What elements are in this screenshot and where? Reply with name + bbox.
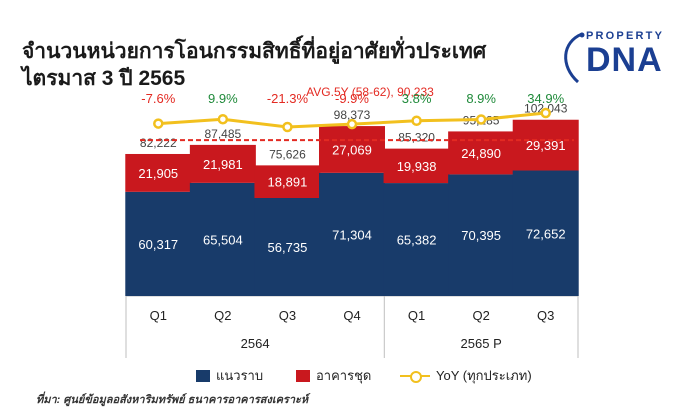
data-label-condo-6: 24,890	[461, 146, 501, 161]
legend-swatch-low-rise	[196, 369, 210, 382]
bar-condo-2	[189, 144, 256, 183]
chart-title: จำนวนหน่วยการโอนกรรมสิทธิ์ที่อยู่อาศัยทั…	[22, 38, 542, 92]
legend-item-yoy: YoY (ทุกประเภท)	[400, 365, 532, 386]
bar-condo-6	[448, 131, 515, 175]
bar-low-rise-5	[383, 183, 450, 296]
legend-swatch-condo	[296, 369, 310, 382]
bar-low-rise-2	[189, 182, 256, 296]
data-label-condo-2: 21,981	[203, 157, 243, 172]
yoy-point-5	[411, 115, 422, 126]
data-label-condo-7: 29,391	[526, 138, 566, 153]
x-tick-label-1: Q1	[150, 308, 167, 323]
data-label-low-rise-1: 60,317	[138, 237, 178, 252]
data-label-total-5: 85,320	[398, 131, 435, 145]
data-label-total-3: 75,626	[269, 147, 306, 161]
bar-low-rise-7	[512, 170, 579, 296]
x-tick-label-2: Q2	[214, 308, 231, 323]
data-label-low-rise-3: 56,735	[268, 240, 308, 255]
data-label-low-rise-2: 65,504	[203, 232, 243, 247]
bar-low-rise-4	[319, 172, 385, 296]
x-tick-label-7: Q3	[537, 308, 554, 323]
group-label-2565: 2565 P	[461, 336, 502, 351]
chart-legend: แนวราบ อาคารชุด YoY (ทุกประเภท)	[0, 365, 696, 385]
yoy-point-2	[217, 113, 229, 125]
average-label: AVG.5Y (58-62), 90,233	[306, 85, 434, 99]
logo-swoosh-icon	[564, 32, 585, 84]
yoy-label-4: -9.9%	[335, 91, 369, 106]
bar-condo-4	[319, 126, 385, 173]
yoy-point-3	[282, 121, 293, 133]
source-note: ที่มา: ศูนย์ข้อมูลอสังหาริมทรัพย์ ธนาคาร…	[36, 394, 309, 406]
x-tick-label-3: Q3	[279, 308, 296, 323]
yoy-label-3: -21.3%	[267, 91, 309, 106]
legend-label-low-rise: แนวราบ	[216, 368, 264, 383]
yoy-label-6: 8.9%	[466, 91, 496, 106]
legend-item-condo: อาคารชุด	[296, 365, 371, 386]
group-label-2564: 2564	[241, 336, 270, 351]
x-tick-label-6: Q2	[472, 308, 489, 323]
yoy-label-2: 9.9%	[208, 91, 238, 106]
yoy-point-4	[346, 118, 358, 130]
legend-label-yoy: YoY (ทุกประเภท)	[436, 368, 532, 383]
data-label-condo-1: 21,905	[138, 166, 178, 181]
bar-low-rise-6	[448, 174, 515, 296]
bar-condo-7	[512, 119, 579, 171]
data-label-low-rise-7: 72,652	[526, 226, 566, 241]
x-tick-label-4: Q4	[343, 308, 360, 323]
x-tick-label-5: Q1	[408, 308, 425, 323]
data-label-low-rise-5: 65,382	[397, 233, 437, 248]
yoy-label-7: 34.9%	[527, 91, 564, 106]
bar-low-rise-3	[254, 198, 321, 296]
bar-condo-3	[254, 165, 321, 199]
data-label-condo-5: 19,938	[397, 159, 437, 174]
legend-item-low-rise: แนวราบ	[196, 365, 263, 386]
yoy-point-6	[475, 114, 487, 125]
bar-condo-1	[125, 153, 192, 192]
logo-top-text: PROPERTY	[586, 30, 665, 42]
yoy-label-5: 3.8%	[402, 91, 432, 106]
bar-condo-5	[383, 148, 450, 184]
yoy-point-1	[153, 118, 164, 129]
title-line-1: จำนวนหน่วยการโอนกรรมสิทธิ์ที่อยู่อาศัยทั…	[22, 40, 487, 63]
yoy-point-7	[540, 107, 551, 119]
data-label-total-2: 87,485	[205, 127, 242, 141]
property-dna-logo: PROPERTY DNA	[556, 30, 676, 86]
bar-low-rise-1	[125, 191, 192, 296]
legend-label-condo: อาคารชุด	[316, 368, 372, 383]
data-label-low-rise-6: 70,395	[461, 228, 501, 243]
yoy-label-1: -7.6%	[141, 91, 175, 106]
data-label-condo-3: 18,891	[268, 175, 308, 190]
data-label-total-4: 98,373	[334, 108, 371, 122]
data-label-condo-4: 27,069	[332, 142, 372, 157]
legend-swatch-yoy	[400, 370, 430, 383]
data-label-total-1: 82,222	[140, 136, 177, 150]
title-line-2: ไตรมาส 3 ปี 2565	[22, 67, 186, 90]
logo-main-text: DNA	[586, 41, 663, 79]
data-label-low-rise-4: 71,304	[332, 227, 372, 242]
